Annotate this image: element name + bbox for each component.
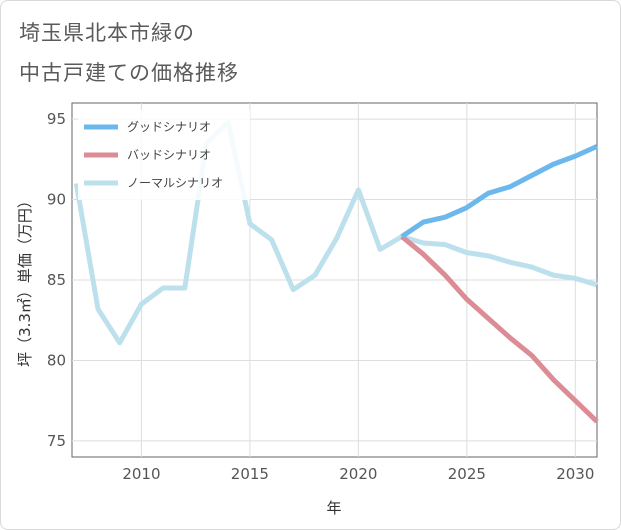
x-tick-label-2015: 2015: [231, 465, 269, 483]
x-axis-label: 年: [326, 499, 341, 517]
y-tick-label-90: 90: [47, 191, 66, 209]
axis-ticks: 2010 2015 2020 2025 2030 75 80 85 90 95: [47, 110, 594, 483]
x-tick-label-2025: 2025: [448, 465, 486, 483]
legend-label-1: グッドシナリオ: [127, 120, 211, 134]
legend-label-3: ノーマルシナリオ: [127, 176, 223, 190]
y-axis-label: 坪（3.3㎡）単価（万円）: [16, 193, 34, 367]
y-tick-label-80: 80: [47, 351, 66, 369]
series-line-2: [400, 234, 599, 424]
legend-label-2: バッドシナリオ: [127, 148, 211, 162]
x-tick-label-2010: 2010: [122, 465, 160, 483]
chart-title-line2: 中古戸建ての価格推移: [19, 61, 239, 85]
x-tick-label-2020: 2020: [339, 465, 377, 483]
y-tick-label-95: 95: [47, 110, 66, 128]
y-tick-label-85: 85: [47, 271, 66, 289]
series-layer: [73, 119, 599, 424]
y-tick-label-75: 75: [47, 432, 66, 450]
series-line-1: [400, 144, 599, 239]
chart-title-line1: 埼玉県北本市緑の: [19, 21, 195, 45]
series-line-3: [73, 119, 598, 346]
x-tick-label-2030: 2030: [556, 465, 594, 483]
